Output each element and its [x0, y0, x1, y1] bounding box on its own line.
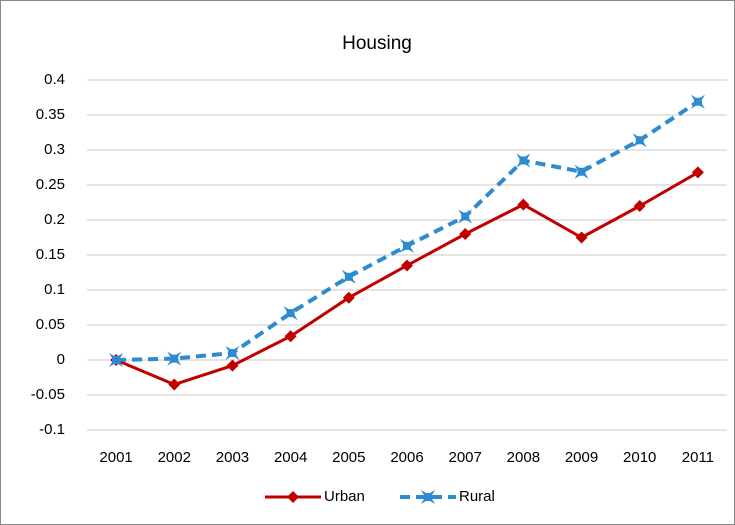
x-tick-label: 2001 [99, 449, 132, 466]
marker [284, 330, 297, 343]
marker [225, 346, 240, 360]
x-tick-label: 2007 [448, 449, 481, 466]
legend-label: Urban [324, 488, 365, 505]
marker [517, 198, 530, 211]
marker [401, 259, 413, 272]
marker [633, 200, 646, 212]
y-tick-label: 0 [57, 351, 65, 368]
y-tick-label: 0.15 [36, 246, 65, 263]
legend-marker [421, 490, 435, 504]
y-tick-label: 0.4 [44, 71, 65, 88]
marker [400, 238, 414, 253]
marker [458, 209, 473, 224]
marker [690, 94, 705, 109]
x-tick-label: 2010 [623, 449, 656, 466]
y-tick-label: 0.2 [44, 211, 65, 228]
y-tick-label: 0.1 [44, 281, 65, 298]
x-tick-label: 2004 [274, 449, 307, 466]
marker [283, 306, 298, 321]
marker [168, 378, 181, 391]
y-tick-label: 0.05 [36, 316, 65, 333]
marker [109, 353, 124, 367]
y-tick-label: -0.1 [39, 421, 65, 438]
y-tick-label: 0.3 [44, 141, 65, 158]
marker [574, 164, 589, 179]
x-tick-label: 2008 [507, 449, 540, 466]
x-tick-label: 2006 [390, 449, 423, 466]
marker [632, 133, 647, 148]
y-tick-label: 0.25 [36, 176, 65, 193]
marker [691, 166, 704, 179]
marker [342, 291, 355, 304]
legend-marker [287, 491, 299, 503]
marker [459, 228, 472, 240]
x-tick-label: 2002 [158, 449, 191, 466]
y-tick-label: -0.05 [31, 386, 65, 403]
x-tick-label: 2009 [565, 449, 598, 466]
marker [575, 231, 588, 244]
x-tick-label: 2005 [332, 449, 365, 466]
x-tick-label: 2011 [682, 449, 714, 466]
chart-title: Housing [342, 33, 412, 54]
marker [167, 351, 182, 366]
marker [341, 269, 356, 284]
marker [226, 359, 239, 372]
marker [516, 153, 531, 168]
y-tick-label: 0.35 [36, 106, 65, 123]
legend-label: Rural [459, 488, 495, 505]
x-tick-label: 2003 [216, 449, 249, 466]
